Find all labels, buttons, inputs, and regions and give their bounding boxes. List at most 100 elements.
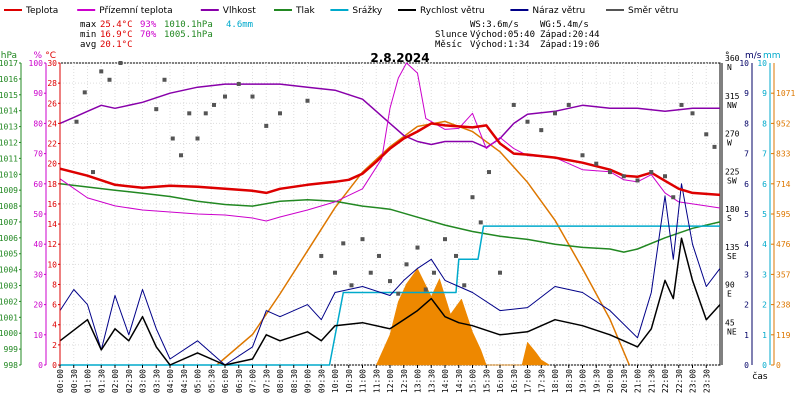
wind-dir-point: [107, 77, 112, 82]
wind-dir-point: [539, 128, 544, 133]
x-tick-label: 23:30: [702, 369, 711, 393]
x-tick-label: 11:00: [359, 369, 368, 393]
wind-dir-point: [250, 94, 255, 99]
wind-dir-point: [388, 279, 392, 284]
axis-tick-label-dir-compass: SE: [727, 252, 737, 261]
axis-tick-label-hpa: 1016: [0, 75, 18, 84]
axis-tick-label-pct: 60: [33, 180, 43, 189]
x-axis-unit: čas: [752, 371, 767, 382]
axis-tick-label-solar: 357: [776, 270, 791, 279]
axis-unit-dir: °: [725, 51, 730, 61]
axis-tick-label-dir-compass: S: [727, 214, 732, 223]
x-tick-label: 06:00: [221, 369, 230, 393]
axis-tick-label-mm: 2: [762, 301, 767, 310]
axis-tick-label-hpa: 1015: [0, 91, 18, 100]
stat-moonrise: Východ:1:34: [470, 40, 530, 50]
axis-tick-label-temp: 10: [47, 260, 57, 269]
axis-tick-label-temp: 24: [47, 119, 57, 128]
axis-tick-label-solar: 119: [776, 331, 791, 340]
wind-dir-point: [377, 253, 381, 258]
axis-tick-label-solar: 952: [776, 119, 791, 128]
x-tick-label: 20:00: [606, 369, 615, 393]
stat-max-temp: 25.4°C: [100, 20, 133, 30]
axis-tick-label-solar: 238: [776, 301, 791, 310]
x-tick-label: 18:00: [551, 369, 560, 393]
axis-tick-label-pct: 10: [33, 331, 43, 340]
legend: Teplota Přízemní teplota Vlhkost Tlak Srážky…: [4, 6, 678, 16]
axis-tick-label-pct: 50: [33, 210, 43, 219]
axis-tick-label-pct: 90: [33, 89, 43, 98]
axis-tick-label-dir-compass: N: [727, 63, 732, 72]
x-tick-label: 16:30: [510, 369, 519, 393]
axis-tick-label-hpa: 1013: [0, 123, 18, 132]
axis-tick-label-mm: 0: [762, 361, 767, 370]
wind-dir-point: [223, 94, 227, 99]
axis-tick-label-hpa: 1010: [0, 170, 18, 179]
axis-tick-label-ms: 10: [739, 59, 749, 68]
x-tick-label: 21:30: [647, 369, 656, 393]
axis-tick-label-solar: 595: [776, 210, 791, 219]
stat-min-press: 1005.1hPa: [164, 30, 213, 40]
wind-dir-point: [423, 287, 428, 292]
axis-tick-label-mm: 9: [762, 89, 767, 98]
axis-tick-label-solar: 714: [776, 180, 791, 189]
wind-dir-point: [679, 102, 684, 107]
x-tick-label: 18:30: [565, 369, 574, 393]
axis-tick-label-pct: 40: [33, 240, 43, 249]
axis-tick-label-ms: 1: [744, 331, 749, 340]
wind-dir-point: [212, 102, 216, 107]
axis-tick-label-temp: 4: [52, 321, 57, 330]
wind-dir-point: [195, 136, 200, 141]
axis-tick-label-hpa: 1007: [0, 218, 18, 227]
x-tick-label: 19:30: [592, 369, 601, 393]
wind-dir-point: [368, 270, 373, 275]
axis-tick-label-temp: 28: [47, 79, 57, 88]
legend-label: Přízemní teplota: [99, 6, 172, 16]
x-tick-label: 14:30: [455, 369, 464, 393]
stat-min-label: min: [80, 30, 96, 40]
axis-tick-label-temp: 16: [47, 200, 57, 209]
x-tick-label: 13:00: [414, 369, 423, 393]
series-line-wind-speed: [59, 237, 721, 366]
stat-max-press: 1010.1hPa: [164, 20, 213, 30]
wind-dir-point: [663, 174, 667, 179]
x-tick-label: 04:00: [166, 369, 175, 393]
wind-dir-point: [404, 262, 409, 267]
axis-tick-label-ms: 7: [744, 150, 749, 159]
stat-min-temp: 16.9°C: [100, 30, 133, 40]
stat-avg-label: avg: [80, 40, 96, 50]
series-line-pressure: [59, 183, 721, 253]
stat-min-hum: 70%: [140, 30, 157, 40]
axis-tick-label-hpa: 1003: [0, 282, 18, 291]
x-tick-label: 09:00: [304, 369, 313, 393]
axis-tick-label-dir: 225: [725, 167, 740, 176]
x-tick-label: 16:00: [496, 369, 505, 393]
legend-label: Teplota: [25, 6, 58, 16]
legend-label: Náraz větru: [532, 6, 585, 16]
wind-dir-point: [671, 195, 676, 200]
wind-dir-point: [349, 283, 354, 288]
stat-max-rain: 4.6mm: [226, 20, 253, 30]
axis-tick-label-ms: 5: [744, 210, 749, 219]
axis-tick-label-hpa: 1004: [0, 266, 18, 275]
axis-tick-label-temp: 2: [52, 341, 57, 350]
wind-dir-point: [608, 170, 612, 175]
axis-tick-label-hpa: 1014: [0, 107, 18, 116]
stat-wg: WG:5.4m/s: [540, 20, 589, 30]
wind-dir-point: [396, 291, 401, 296]
wind-dir-point: [594, 161, 599, 166]
axis-tick-label-dir: 180: [725, 205, 740, 214]
axis-tick-label-dir: 90: [725, 281, 735, 290]
x-tick-label: 13:30: [427, 369, 436, 393]
x-tick-label: 08:30: [290, 369, 299, 393]
wind-dir-point: [621, 174, 626, 179]
series-line-wind-gust: [59, 183, 721, 366]
wind-dir-point: [443, 237, 447, 242]
wind-dir-point: [649, 170, 654, 175]
axis-tick-label-pct: 30: [33, 270, 43, 279]
x-tick-label: 12:00: [386, 369, 395, 393]
stats-panel: max 25.4°C 93% 1010.1hPa 4.6mm min 16.9°…: [80, 20, 600, 50]
axis-tick-label-hpa: 1017: [0, 59, 18, 68]
axis-tick-label-temp: 6: [52, 301, 57, 310]
x-tick-label: 07:00: [249, 369, 258, 393]
